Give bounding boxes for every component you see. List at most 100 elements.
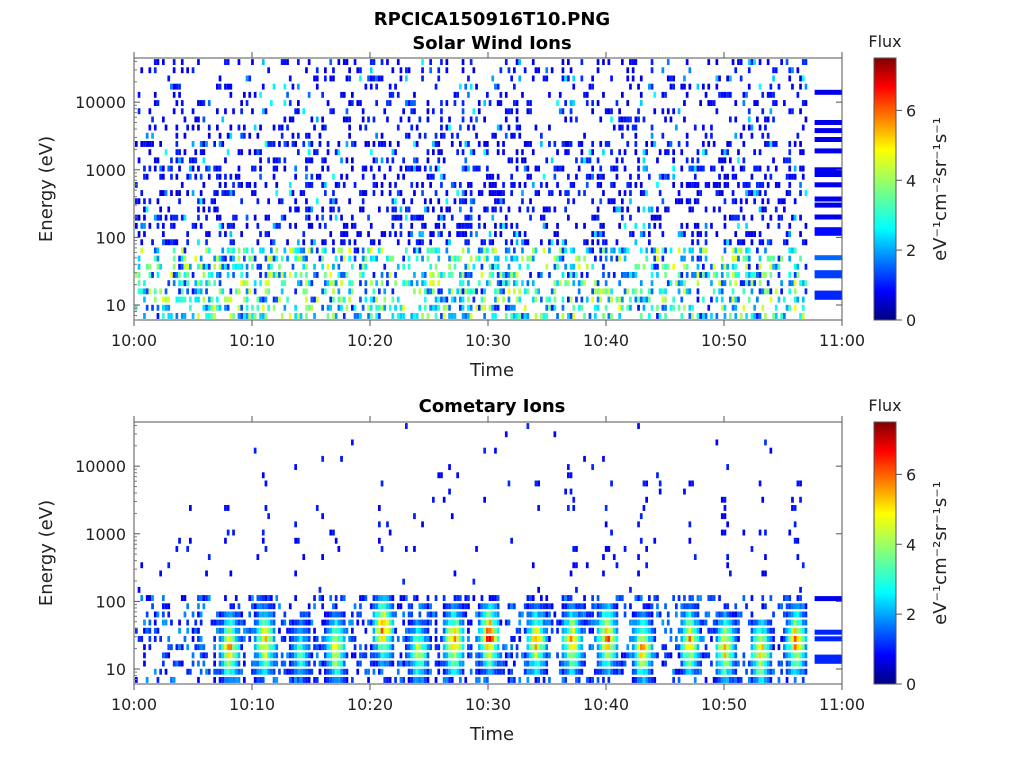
heatmap-cell — [229, 677, 233, 683]
heatmap-cell — [766, 239, 770, 246]
heatmap-cell — [450, 288, 454, 295]
heatmap-cell — [477, 165, 481, 172]
heatmap-cell — [218, 652, 222, 659]
heatmap-cell — [199, 611, 203, 618]
heatmap-cell — [534, 247, 538, 254]
heatmap-cell — [645, 255, 648, 262]
heatmap-cell — [221, 636, 225, 642]
heatmap-cell — [318, 644, 322, 651]
heatmap-cell — [315, 149, 319, 156]
heatmap-cell — [307, 652, 311, 659]
heatmap-cell — [569, 660, 573, 667]
heatmap-cell — [302, 231, 306, 237]
heatmap-cell — [513, 636, 516, 642]
heatmap-cell — [693, 636, 697, 642]
heatmap-cell — [688, 206, 692, 213]
heatmap-cell — [672, 263, 675, 270]
heatmap-cell — [623, 603, 627, 610]
heatmap-cell — [772, 668, 775, 675]
heatmap-cell — [726, 627, 729, 634]
heatmap-cell — [796, 668, 800, 675]
heatmap-cell — [243, 677, 246, 683]
heatmap-cell — [270, 644, 273, 651]
heatmap-cell — [580, 75, 584, 82]
heatmap-cell — [391, 198, 395, 205]
heatmap-cell — [788, 141, 792, 147]
heatmap-cell — [410, 222, 414, 229]
heatmap-cell — [172, 83, 176, 90]
heatmap-cell — [726, 636, 729, 642]
heatmap-cell — [224, 83, 227, 90]
heatmap-cell — [332, 313, 335, 319]
heatmap-cell — [804, 222, 808, 229]
heatmap-cell — [342, 222, 346, 229]
heatmap-cell — [426, 288, 430, 295]
heatmap-cell — [561, 636, 565, 642]
heatmap-cell — [386, 603, 389, 610]
heatmap-cell — [742, 182, 746, 188]
heatmap-cell — [510, 132, 513, 139]
heatmap-cell — [704, 652, 708, 659]
heatmap-cell — [186, 124, 189, 131]
heatmap-cell — [756, 677, 759, 683]
heatmap-cell — [702, 124, 705, 131]
heatmap-cell — [796, 619, 800, 626]
heatmap-cell — [499, 652, 503, 659]
heatmap-cell — [472, 198, 476, 205]
heatmap-cell — [270, 611, 273, 618]
heatmap-cell — [264, 595, 268, 601]
heatmap-cell — [502, 660, 505, 667]
heatmap-cell — [391, 603, 395, 610]
heatmap-cell — [585, 263, 589, 270]
heatmap-cell — [764, 603, 767, 610]
heatmap-cell — [796, 537, 800, 544]
heatmap-cell — [572, 505, 576, 511]
heatmap-cell — [639, 652, 643, 659]
heatmap-cell — [710, 280, 713, 287]
heatmap-cell — [437, 67, 441, 74]
heatmap-cell — [186, 546, 189, 552]
heatmap-cell — [199, 636, 203, 642]
heatmap-cell — [534, 480, 538, 487]
heatmap-cell — [758, 263, 762, 270]
heatmap-cell — [726, 239, 729, 246]
heatmap-cell — [256, 627, 260, 634]
heatmap-cell — [324, 124, 327, 131]
heatmap-cell — [580, 603, 584, 610]
heatmap-cell — [642, 231, 646, 237]
heatmap-cell — [707, 652, 711, 659]
heatmap-cell — [602, 288, 605, 295]
heatmap-cell — [729, 296, 732, 303]
heatmap-cell — [434, 132, 438, 139]
heatmap-cell — [607, 644, 611, 651]
y-tick-label: 10 — [106, 660, 126, 679]
heatmap-cell — [715, 59, 719, 65]
heatmap-cell — [545, 296, 549, 303]
heatmap-cell — [515, 255, 519, 262]
heatmap-cell — [548, 247, 551, 254]
heatmap-cell — [429, 272, 432, 278]
heatmap-cell — [494, 263, 497, 270]
heatmap-cell — [702, 149, 705, 156]
heatmap-cell — [623, 116, 627, 123]
heatmap-cell — [720, 644, 724, 651]
heatmap-cell — [137, 636, 141, 642]
heatmap-cell — [245, 627, 249, 634]
heatmap-cell — [796, 480, 800, 487]
heatmap-cell — [610, 247, 613, 254]
heatmap-cell — [680, 280, 684, 287]
heatmap-cell — [467, 288, 470, 295]
heatmap-cell — [534, 603, 538, 610]
heatmap-cell — [702, 272, 705, 278]
heatmap-cell — [615, 562, 619, 569]
heatmap-cell — [442, 636, 446, 642]
heatmap-cell — [591, 619, 594, 626]
heatmap-cell — [712, 595, 716, 601]
heatmap-cell — [567, 173, 570, 180]
heatmap-cell — [407, 100, 411, 106]
heatmap-cell — [340, 595, 343, 601]
heatmap-cell — [637, 652, 640, 659]
heatmap-cell — [229, 247, 233, 254]
heatmap-cell — [318, 132, 322, 139]
heatmap-cell — [710, 132, 713, 139]
